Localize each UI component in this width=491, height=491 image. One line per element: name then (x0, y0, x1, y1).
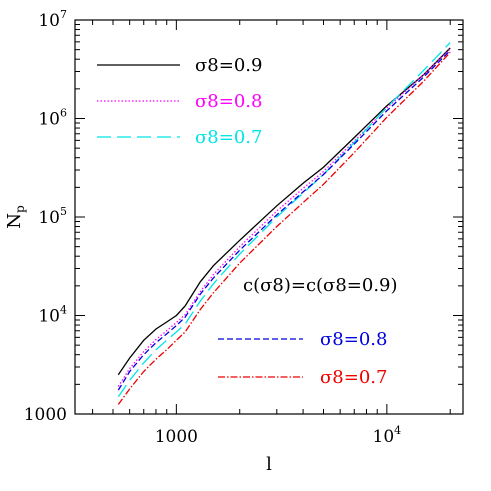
chart-curves (117, 42, 451, 405)
legend-note: c(σ8)=c(σ8=0.9) (243, 275, 398, 296)
y-tick-label: 104 (38, 304, 67, 327)
y-tick-label-base: 10 (38, 110, 60, 130)
y-tick-label-base: 10 (38, 11, 60, 31)
legend: σ8=0.9 σ8=0.8 σ8=0.7 σ8=0.8 σ8=0.7 (97, 55, 387, 388)
x-tick-label: 104 (373, 424, 402, 447)
y-axis-label-sub: p (13, 205, 27, 213)
axis-ticks (75, 19, 463, 415)
y-axis-label-main: N (4, 213, 25, 229)
y-axis-label: Np (4, 205, 27, 229)
series-line-4 (117, 51, 451, 405)
y-tick-label-base: 10 (38, 307, 60, 327)
x-tick-label-base: 10 (373, 427, 395, 447)
y-tick-label: 107 (38, 8, 67, 31)
y-tick-label: 1000 (24, 405, 67, 425)
y-tick-label-base: 1000 (24, 405, 67, 425)
series-line-2 (117, 42, 451, 398)
y-tick-label-exponent: 7 (60, 8, 67, 21)
series-line-0 (117, 47, 451, 376)
series-line-1 (117, 48, 451, 387)
svg-text:Np: Np (4, 205, 27, 229)
y-tick-label-exponent: 4 (60, 304, 67, 317)
y-tick-label: 105 (38, 205, 67, 228)
legend-label-1: σ8=0.8 (195, 91, 262, 112)
x-tick-label: 1000 (155, 427, 198, 447)
legend-label-0: σ8=0.9 (195, 55, 262, 76)
y-tick-label-base: 10 (38, 208, 60, 228)
x-axis-label: l (266, 454, 272, 475)
legend-label-3: σ8=0.8 (320, 329, 387, 350)
legend-label-2: σ8=0.7 (195, 127, 262, 148)
y-tick-label-exponent: 6 (60, 107, 67, 120)
plot-frame (74, 19, 464, 415)
y-tick-label: 106 (38, 107, 67, 130)
series-line-3 (117, 50, 451, 391)
x-tick-label-base: 1000 (155, 427, 198, 447)
legend-label-4: σ8=0.7 (320, 367, 387, 388)
x-tick-label-exponent: 4 (394, 424, 401, 437)
y-tick-label-exponent: 5 (60, 205, 67, 218)
